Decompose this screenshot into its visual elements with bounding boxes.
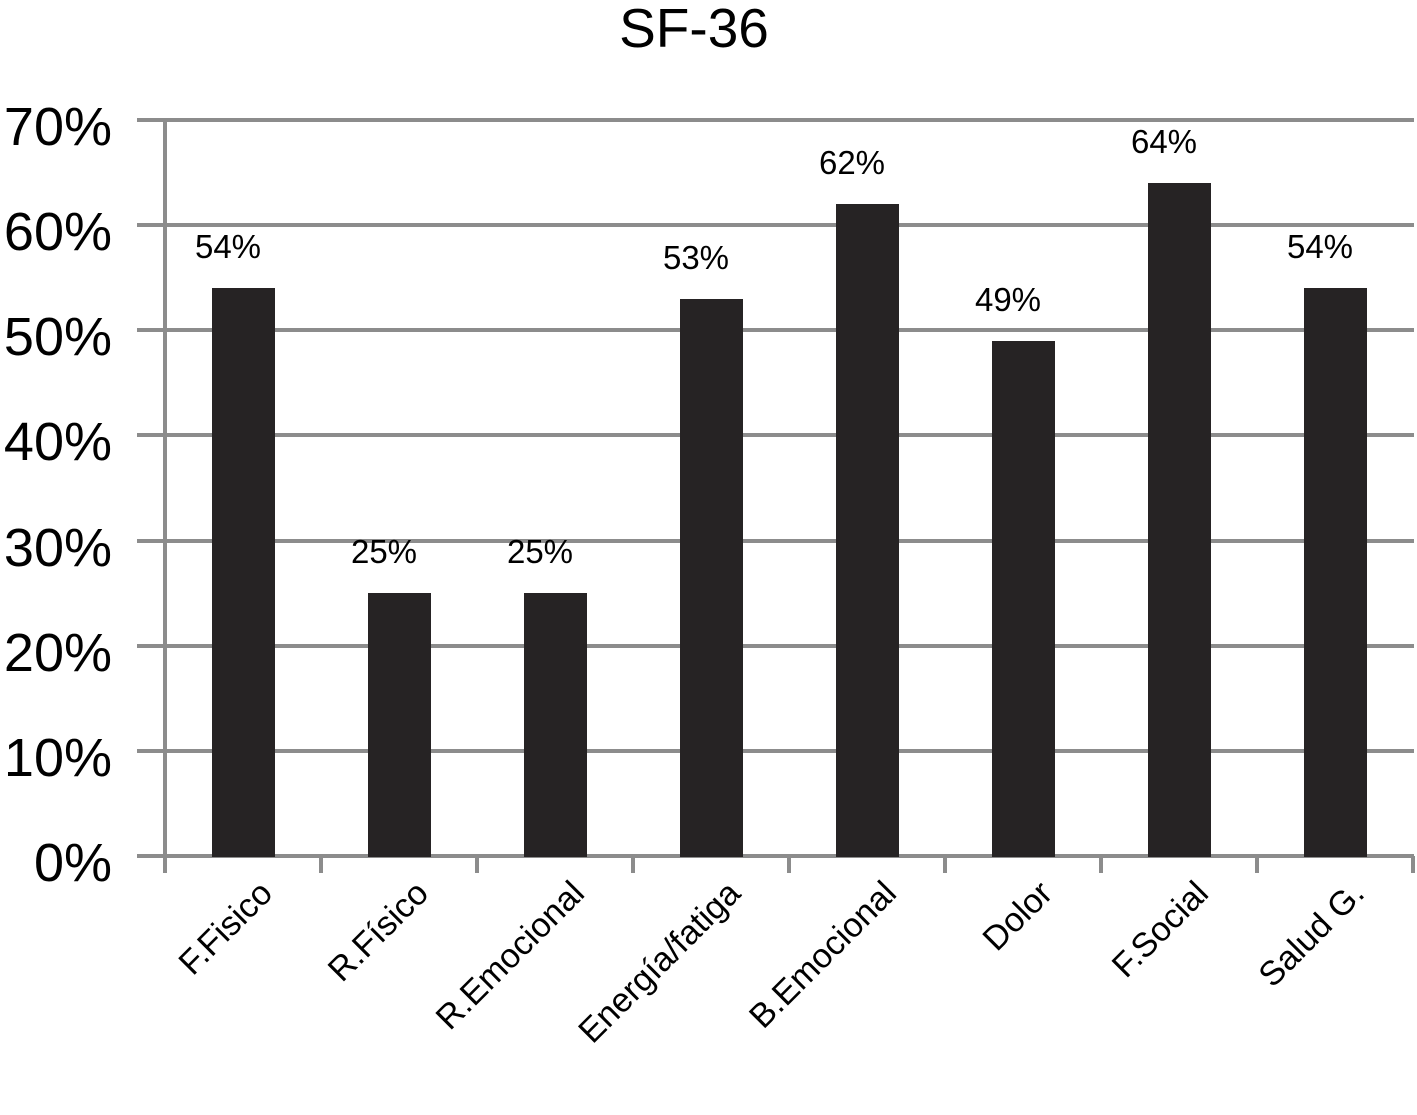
x-axis-tick	[1099, 856, 1103, 873]
bar-r-emocional	[523, 593, 587, 857]
bar-b-emocional	[835, 204, 899, 857]
bar-dolor	[991, 340, 1055, 857]
bar-energ-a-fatiga	[679, 298, 743, 857]
bar-value-label: 54%	[194, 228, 262, 266]
gridline	[137, 433, 1414, 438]
bar-value-label: 64%	[1130, 123, 1198, 161]
gridline	[137, 223, 1414, 228]
gridline	[137, 854, 1414, 858]
y-axis-tick-label: 70%	[3, 97, 112, 157]
bar-value-label: 25%	[350, 533, 418, 571]
bar-r-f-sico	[367, 593, 431, 857]
x-axis-tick	[475, 856, 479, 873]
y-axis-tick-label: 40%	[3, 412, 112, 473]
y-axis-tick-label: 20%	[3, 622, 112, 683]
y-axis-line	[163, 120, 167, 873]
x-axis-tick	[319, 856, 323, 873]
y-axis-tick-label: 0%	[33, 833, 112, 893]
bar-value-label: 53%	[662, 238, 730, 276]
bar-value-label: 54%	[1286, 228, 1354, 266]
gridline	[137, 118, 1414, 122]
gridline	[137, 748, 1414, 753]
y-axis-tick-label: 50%	[3, 307, 112, 368]
gridline	[137, 328, 1414, 333]
gridline	[137, 643, 1414, 648]
x-axis-tick	[1411, 856, 1415, 873]
bar-value-label: 62%	[818, 144, 886, 182]
y-axis-tick-label: 30%	[3, 517, 112, 578]
bar-value-label: 49%	[974, 280, 1042, 318]
x-axis-tick	[943, 856, 947, 873]
y-axis-tick-label: 60%	[3, 202, 112, 263]
gridline	[137, 538, 1414, 543]
x-axis-tick	[1255, 856, 1259, 873]
y-axis-tick-label: 10%	[3, 727, 112, 788]
x-axis-tick	[163, 856, 167, 873]
chart-title: SF-36	[619, 0, 769, 59]
bar-f-fisico	[211, 288, 275, 857]
bar-salud-g	[1303, 288, 1367, 857]
bar-value-label: 25%	[506, 533, 574, 571]
x-axis-tick	[631, 856, 635, 873]
bar-f-social	[1147, 183, 1211, 857]
x-axis-tick	[787, 856, 791, 873]
